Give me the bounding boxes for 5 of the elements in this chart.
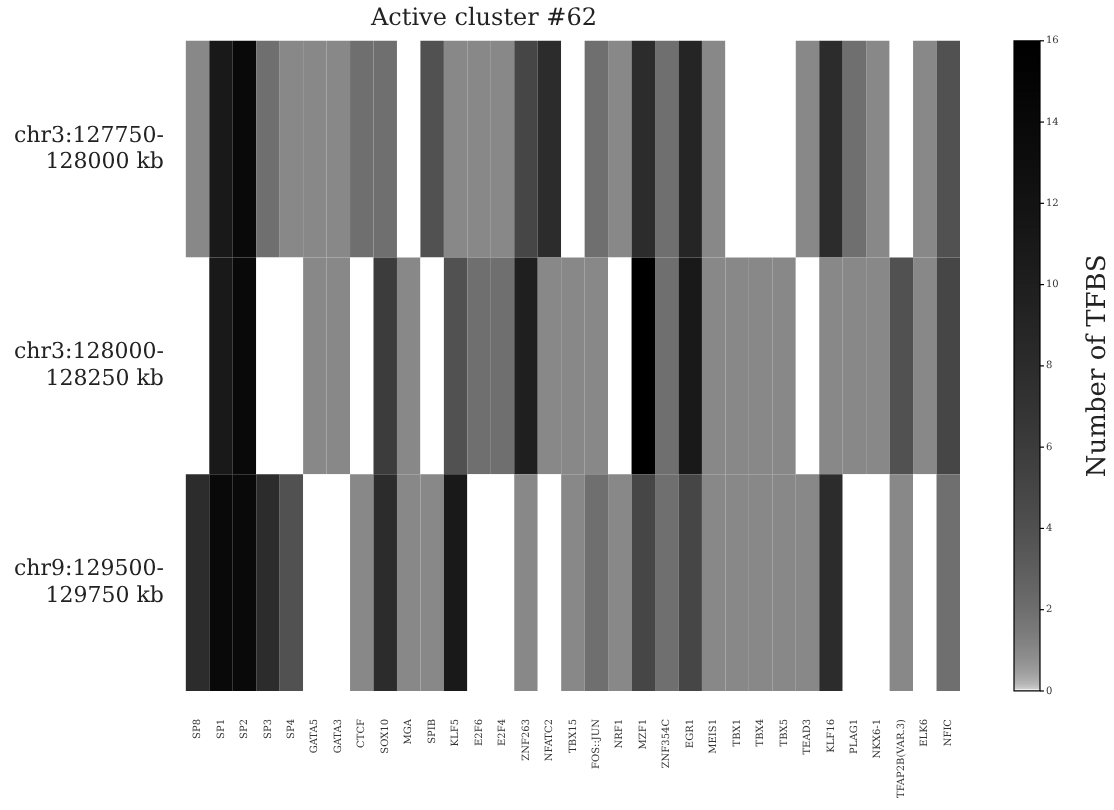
y-tick-label: chr9:129500-129750 kb [13,555,165,608]
color-bar-title: Number of TFBS [1082,254,1113,478]
y-tick-label: chr3:127750-128000 kb [13,121,165,175]
y-tick-label: chr3:128000-128250 kb [13,338,165,391]
chart-title: Active cluster #62 [369,2,597,31]
